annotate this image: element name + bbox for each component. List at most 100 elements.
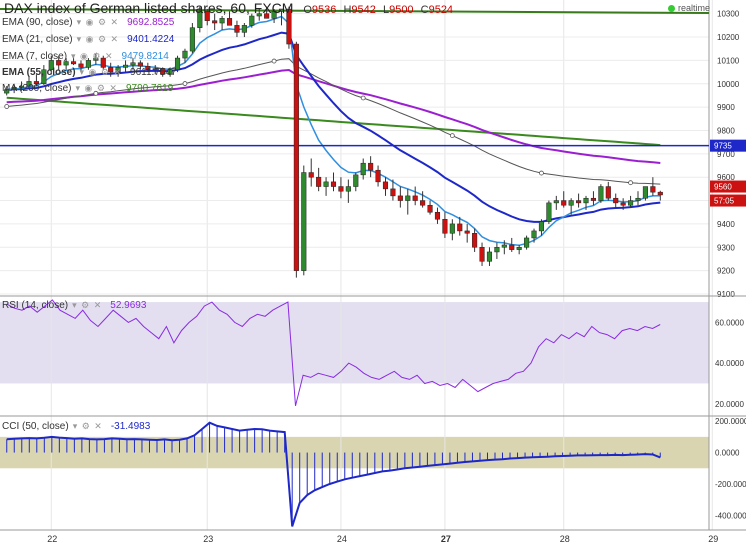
legend-ema90[interactable]: EMA (90, close) ▾ ◉ ⚙ ✕ 9692.8525 (2, 17, 174, 28)
candle-body (189, 27, 195, 52)
candle-body (137, 62, 143, 67)
candle-body (620, 202, 626, 206)
legend-ma200[interactable]: MA (200, close) ▾ ◉ ⚙ ✕ 9790.7619 (2, 83, 173, 94)
price-tag-last: 9560 (714, 183, 732, 192)
legend-controls-icon[interactable]: ▾ ◉ ⚙ ✕ (79, 67, 123, 77)
y-tick-label: 10100 (717, 56, 740, 65)
ohlc-readout: O9536 H9542 L9500 C9524 (303, 4, 457, 16)
legend-controls-icon[interactable]: ▾ ◉ ⚙ ✕ (75, 83, 118, 93)
candle-body (568, 200, 574, 206)
y-tick-label: 9800 (717, 126, 735, 135)
high-label: H (343, 4, 352, 16)
cci-tick-label: -200.0000 (715, 480, 746, 489)
legend-rsi[interactable]: RSI (14, close) ▾ ⚙ ✕ 52.9693 (2, 300, 146, 311)
y-tick-label: 9300 (717, 243, 735, 252)
candle-body (427, 204, 433, 213)
candle-body (4, 89, 10, 94)
cci-tick-label: 0.0000 (715, 449, 740, 458)
x-tick-label: 28 (560, 534, 570, 544)
legend-ema90-name: EMA (90, close) (2, 17, 73, 28)
candle-body (330, 181, 337, 187)
candle-body (368, 162, 374, 171)
legend-ema21-name: EMA (21, close) (2, 34, 73, 45)
candle-body (234, 25, 240, 33)
realtime-indicator: realtime (668, 3, 710, 13)
candle-body (100, 57, 106, 68)
chart-title-text: DAX index of German listed shares, 60, F… (4, 0, 294, 16)
candle-body (472, 233, 478, 248)
candle-body (160, 68, 166, 75)
ema55-marker (449, 133, 455, 139)
legend-cci-value: -31.4983 (110, 421, 151, 432)
legend-controls-icon[interactable]: ▾ ◉ ⚙ ✕ (76, 34, 120, 44)
legend-ema21[interactable]: EMA (21, close) ▾ ◉ ⚙ ✕ 9401.4224 (2, 34, 174, 45)
candle-body (226, 18, 233, 26)
cci-line (6, 421, 661, 527)
candle-body (108, 67, 114, 73)
candle-body (271, 11, 277, 19)
low-value: 9500 (389, 4, 414, 16)
legend-cci-name: CCI (50, close) (2, 421, 69, 432)
candle-body (182, 50, 188, 59)
legend-ema7-value: 9479.8214 (121, 51, 169, 62)
chart-title: DAX index of German listed shares, 60, F… (4, 0, 457, 16)
rsi-band (0, 302, 709, 384)
y-tick-label: 9700 (717, 150, 735, 159)
candle-body (546, 202, 552, 222)
rsi-tick-label: 60.0000 (715, 318, 744, 327)
candle-body (479, 247, 485, 262)
price-tag-hline-bg (710, 139, 746, 152)
y-tick-label: 9900 (717, 103, 735, 112)
legend-controls-icon[interactable]: ▾ ◉ ⚙ ✕ (76, 17, 120, 27)
legend-ema21-value: 9401.4224 (127, 34, 175, 45)
candle-body (197, 11, 203, 28)
candle-body (509, 244, 515, 250)
x-tick-label: 22 (47, 534, 57, 544)
legend-controls-icon[interactable]: ▾ ⚙ ✕ (72, 300, 103, 310)
legend-cci[interactable]: CCI (50, close) ▾ ⚙ ✕ -31.4983 (2, 421, 150, 432)
legend-controls-icon[interactable]: ▾ ◉ ⚙ ✕ (71, 51, 114, 61)
price-tag-countdown-bg (710, 194, 746, 207)
candle-body (130, 62, 136, 66)
candle-body (464, 230, 470, 234)
candle-body (457, 223, 463, 232)
legend-controls-icon[interactable]: ▾ ⚙ ✕ (72, 421, 103, 431)
ema55-marker (628, 180, 633, 186)
candle-body (33, 81, 39, 85)
price-tag-hline: 9735 (714, 142, 732, 151)
ema55-marker (360, 95, 366, 101)
candle-body (650, 186, 656, 193)
candle-body (323, 181, 329, 187)
legend-ema7-name: EMA (7, close) (2, 51, 68, 62)
candle-body (19, 85, 25, 88)
candle-body (538, 221, 545, 232)
legend-ema7[interactable]: EMA (7, close) ▾ ◉ ⚙ ✕ 9479.8214 (2, 51, 169, 62)
candle-body (360, 162, 366, 176)
candle-body (642, 186, 648, 199)
candle-body (63, 61, 69, 66)
ema55-marker (271, 58, 277, 64)
cci-tick-label: -400.0000 (715, 511, 746, 520)
price-tag-last-bg (710, 180, 746, 193)
y-tick-label: 10300 (717, 10, 740, 19)
candle-body (219, 18, 225, 24)
close-label: C (420, 4, 429, 16)
legend-ema55[interactable]: EMA (55, close) ▾ ◉ ⚙ ✕ 9611.7547 (2, 67, 177, 78)
candle-body (516, 247, 522, 250)
x-tick-label: 24 (337, 534, 347, 544)
candle-body (152, 68, 158, 70)
open-label: O (303, 4, 312, 16)
close-value: 9524 (428, 4, 454, 16)
candle-body (338, 186, 344, 192)
candle-body (41, 69, 47, 85)
ema55-line (6, 58, 661, 185)
ema55-marker (4, 104, 10, 109)
candle-body (264, 13, 270, 19)
low-label: L (382, 4, 390, 16)
candle-body (48, 60, 54, 70)
candle-body (345, 186, 351, 192)
ema7-line (6, 15, 661, 247)
candle-body (353, 174, 359, 187)
candle-body (93, 57, 99, 61)
